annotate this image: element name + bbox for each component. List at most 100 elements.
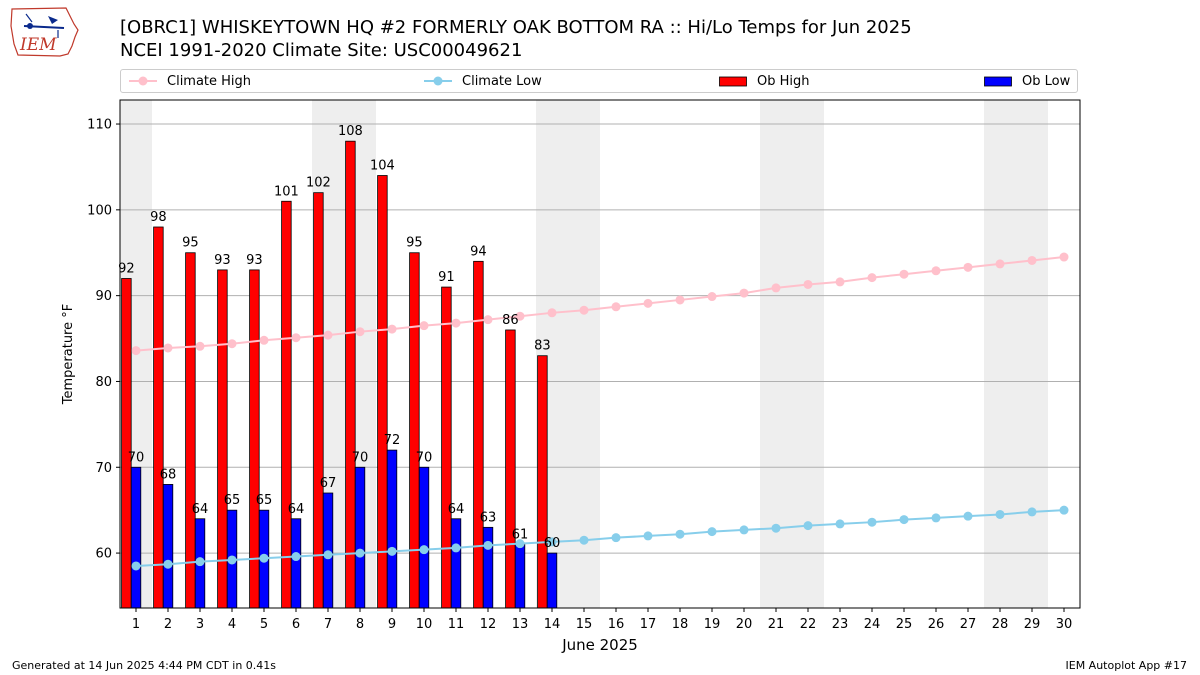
y-tick-label: 60 [95,547,112,562]
climate-low-point [771,523,781,533]
climate-low-legend-marker [424,76,452,86]
ob-high-bar [217,269,228,609]
ob-low-bar [290,518,302,609]
climate-low-point [355,548,365,558]
ob-low-bar [130,466,142,609]
climate-low-point [835,519,845,529]
climate-high-point [867,273,877,283]
footer-app-text: IEM Autoplot App #17 [1065,659,1188,672]
weekend-band-28 [984,100,1016,608]
climate-high-point [547,308,557,318]
x-tick-label: 21 [768,617,785,632]
climate-high-point [611,302,621,312]
ob-low-data-label: 68 [160,467,177,482]
climate-high-point [835,277,845,287]
x-tick-label: 10 [416,617,433,632]
climate-high-point [291,333,301,343]
climate-high-point [1027,255,1037,265]
ob-low-data-label: 72 [384,433,401,448]
ob-low-bar [482,526,494,609]
x-tick-label: 18 [672,617,689,632]
ob-high-bar [537,355,548,609]
chart-legend: Climate High Climate Low Ob High Ob Low [120,69,1078,93]
x-tick-label: 9 [388,617,396,632]
climate-high-point [131,346,141,356]
ob-high-bar [313,192,324,609]
x-tick-label: 30 [1056,617,1073,632]
ob-low-bar [162,484,174,609]
ob-high-bar [505,329,516,609]
climate-high-point [675,295,685,305]
x-tick-label: 29 [1024,617,1041,632]
climate-low-point [803,521,813,531]
climate-high-point [163,343,173,353]
climate-low-point [675,529,685,539]
x-tick-label: 8 [356,617,364,632]
y-tick-label: 80 [95,375,112,390]
x-tick-label: 15 [576,617,593,632]
ob-low-bar [418,466,430,609]
legend-label-ob-high: Ob High [757,73,810,89]
weekend-band-15 [568,100,600,608]
x-tick-label: 14 [544,617,561,632]
ob-low-data-label: 67 [320,476,337,491]
climate-high-point [515,311,525,321]
ob-low-bar [450,518,462,609]
ob-high-data-label: 102 [306,176,331,191]
weekend-band-29 [1016,100,1048,608]
climate-low-point [451,543,461,553]
ob-high-bar [281,200,292,609]
ob-high-data-label: 108 [338,124,363,139]
ob-high-bar [345,140,356,609]
legend-item-ob-high: Ob High [719,70,810,92]
ob-low-data-label: 65 [256,493,273,508]
climate-high-point [1059,252,1069,262]
climate-high-point [387,324,397,334]
chart-subtitle: NCEI 1991-2020 Climate Site: USC00049621 [120,40,523,61]
y-tick-label: 100 [87,203,112,218]
ob-high-bar [441,286,452,609]
ob-high-data-label: 86 [502,313,519,328]
ob-low-data-label: 60 [544,536,561,551]
climate-high-point [963,262,973,272]
climate-high-point [451,318,461,328]
iem-logo: IEM [8,6,82,60]
climate-low-point [739,525,749,535]
climate-low-point [227,555,237,565]
ob-low-legend-swatch [984,76,1012,87]
logo-text: IEM [19,35,57,55]
climate-low-point [259,553,269,563]
ob-low-data-label: 64 [448,502,465,517]
ob-high-data-label: 91 [438,270,455,285]
climate-low-point [387,546,397,556]
ob-low-data-label: 70 [128,450,145,465]
climate-high-point [419,321,429,331]
x-tick-label: 19 [704,617,721,632]
climate-low-point [515,539,525,549]
x-tick-label: 20 [736,617,753,632]
climate-high-line [135,256,1065,352]
ob-high-legend-swatch [719,76,747,87]
x-tick-label: 25 [896,617,913,632]
x-tick-label: 11 [448,617,465,632]
ob-high-data-label: 104 [370,159,395,174]
climate-high-point [355,327,365,337]
x-tick-label: 16 [608,617,625,632]
ob-low-bar [546,552,558,609]
climate-high-point [643,298,653,308]
x-tick-label: 7 [324,617,332,632]
x-tick-label: 1 [132,617,140,632]
climate-low-point [643,531,653,541]
climate-high-point [195,341,205,351]
x-tick-label: 24 [864,617,881,632]
weekend-band-21 [760,100,792,608]
ob-low-data-label: 70 [416,450,433,465]
ob-high-data-label: 95 [406,236,423,251]
chart-title: [OBRC1] WHISKEYTOWN HQ #2 FORMERLY OAK B… [120,17,912,38]
ob-high-bar [377,175,388,609]
climate-low-line [135,509,1065,567]
x-tick-label: 23 [832,617,849,632]
x-tick-label: 13 [512,617,529,632]
x-tick-label: 3 [196,617,204,632]
